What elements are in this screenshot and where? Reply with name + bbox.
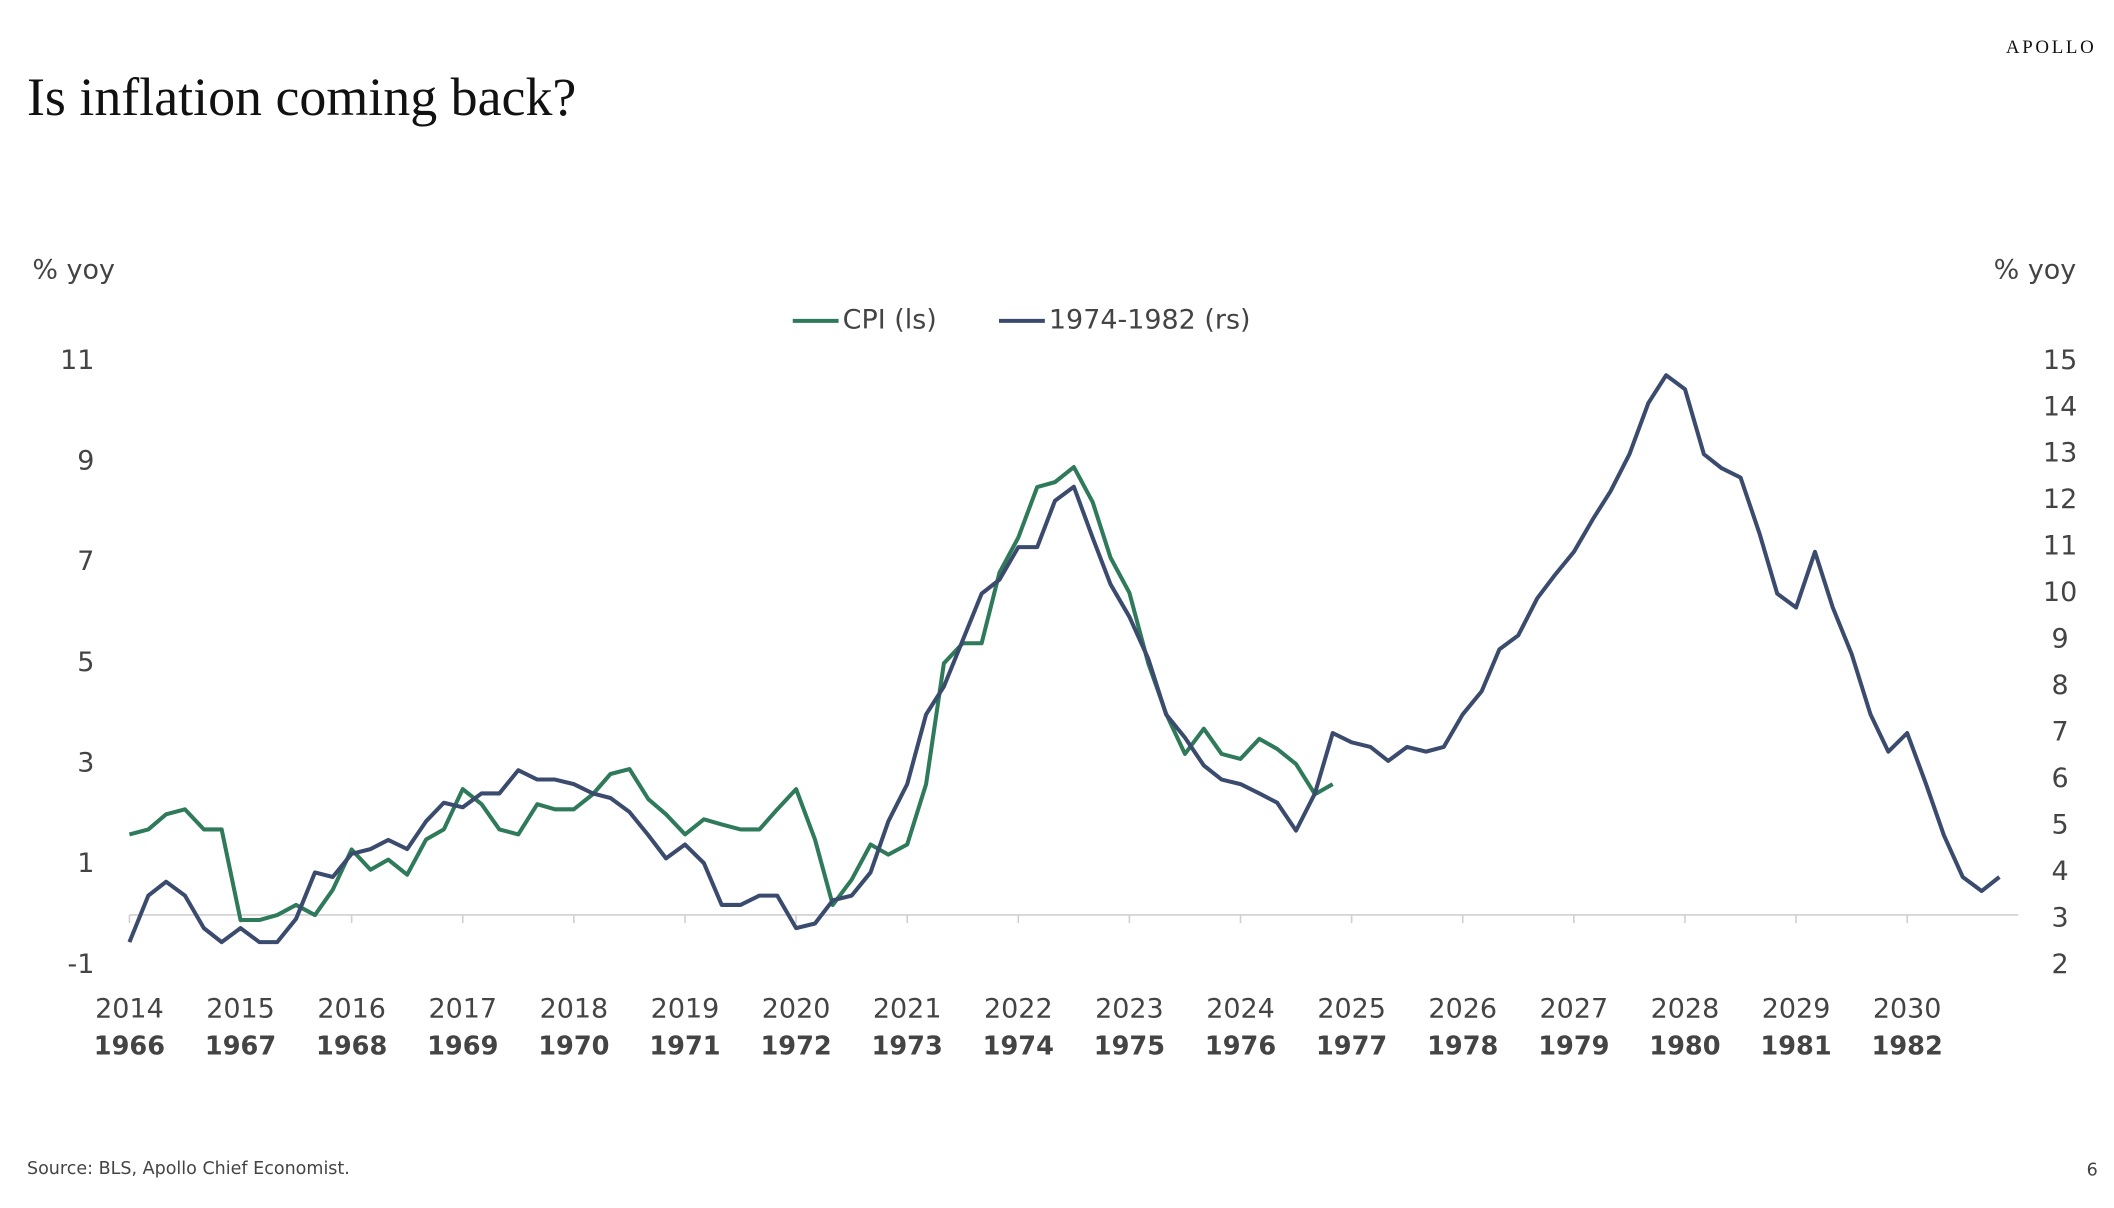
y2-tick-label: 5 — [2051, 809, 2068, 840]
y-tick-label: 11 — [60, 345, 94, 376]
legend-label: CPI (ls) — [843, 304, 937, 335]
source-note: Source: BLS, Apollo Chief Economist. — [27, 1159, 350, 1179]
x2-tick-label: 1969 — [427, 1032, 498, 1062]
x2-tick-label: 1976 — [1205, 1032, 1276, 1062]
x2-tick-label: 1973 — [872, 1032, 943, 1062]
x-tick-label: 2015 — [206, 993, 275, 1024]
y2-tick-label: 6 — [2051, 763, 2068, 794]
y-tick-label: 5 — [77, 647, 94, 678]
x2-tick-label: 1968 — [316, 1032, 387, 1062]
y2-tick-label: 9 — [2051, 624, 2068, 655]
x-tick-label: 2029 — [1762, 993, 1831, 1024]
y2-tick-label: 4 — [2051, 856, 2068, 887]
x-tick-label: 2030 — [1873, 993, 1942, 1024]
x-tick-label: 2024 — [1206, 993, 1275, 1024]
x-tick-label: 2016 — [317, 993, 386, 1024]
x2-tick-label: 1981 — [1760, 1032, 1831, 1062]
y2-tick-label: 2 — [2051, 949, 2068, 980]
chart-title: Is inflation coming back? — [27, 67, 576, 127]
y2-tick-label: 11 — [2043, 531, 2077, 562]
y-tick-label: -1 — [68, 949, 95, 980]
x2-tick-label: 1978 — [1427, 1032, 1498, 1062]
x-tick-label: 2026 — [1428, 993, 1497, 1024]
x2-tick-label: 1975 — [1094, 1032, 1165, 1062]
x-tick-label: 2022 — [984, 993, 1053, 1024]
x2-tick-label: 1980 — [1649, 1032, 1720, 1062]
logo: APOLLO — [2006, 37, 2097, 58]
page-number: 6 — [2087, 1160, 2098, 1180]
y-axis-label: % yoy — [32, 254, 115, 285]
y2-tick-label: 13 — [2043, 438, 2077, 469]
x2-tick-label: 1979 — [1538, 1032, 1609, 1062]
legend-label: 1974-1982 (rs) — [1049, 304, 1251, 335]
x-tick-label: 2014 — [95, 993, 164, 1024]
x-tick-label: 2017 — [428, 993, 497, 1024]
x2-tick-label: 1971 — [649, 1032, 720, 1062]
y-tick-label: 9 — [77, 445, 94, 476]
x2-tick-label: 1966 — [94, 1032, 165, 1062]
x2-tick-label: 1977 — [1316, 1032, 1387, 1062]
x-tick-label: 2018 — [540, 993, 609, 1024]
x2-tick-label: 1972 — [760, 1032, 831, 1062]
y2-tick-label: 15 — [2043, 345, 2077, 376]
x-tick-label: 2021 — [873, 993, 942, 1024]
y2-tick-label: 8 — [2051, 670, 2068, 701]
y2-tick-label: 14 — [2043, 391, 2077, 422]
y-tick-label: 3 — [77, 747, 94, 778]
y2-tick-label: 10 — [2043, 577, 2077, 608]
x-tick-label: 2023 — [1095, 993, 1164, 1024]
y2-tick-label: 7 — [2051, 717, 2068, 748]
x2-tick-label: 1967 — [205, 1032, 276, 1062]
x2-tick-label: 1970 — [538, 1032, 609, 1062]
y2-tick-label: 3 — [2051, 902, 2068, 933]
x-tick-label: 2027 — [1540, 993, 1609, 1024]
x-tick-label: 2020 — [762, 993, 831, 1024]
y2-axis-label: % yoy — [1994, 254, 2077, 285]
y-tick-label: 1 — [77, 848, 94, 879]
y2-tick-label: 12 — [2043, 484, 2077, 515]
x-tick-label: 2019 — [651, 993, 720, 1024]
x-tick-label: 2025 — [1317, 993, 1386, 1024]
x2-tick-label: 1982 — [1872, 1032, 1943, 1062]
x-tick-label: 2028 — [1651, 993, 1720, 1024]
y-tick-label: 7 — [77, 546, 94, 577]
series-line — [127, 373, 2001, 945]
series-line — [128, 464, 1334, 923]
x2-tick-label: 1974 — [983, 1032, 1054, 1062]
